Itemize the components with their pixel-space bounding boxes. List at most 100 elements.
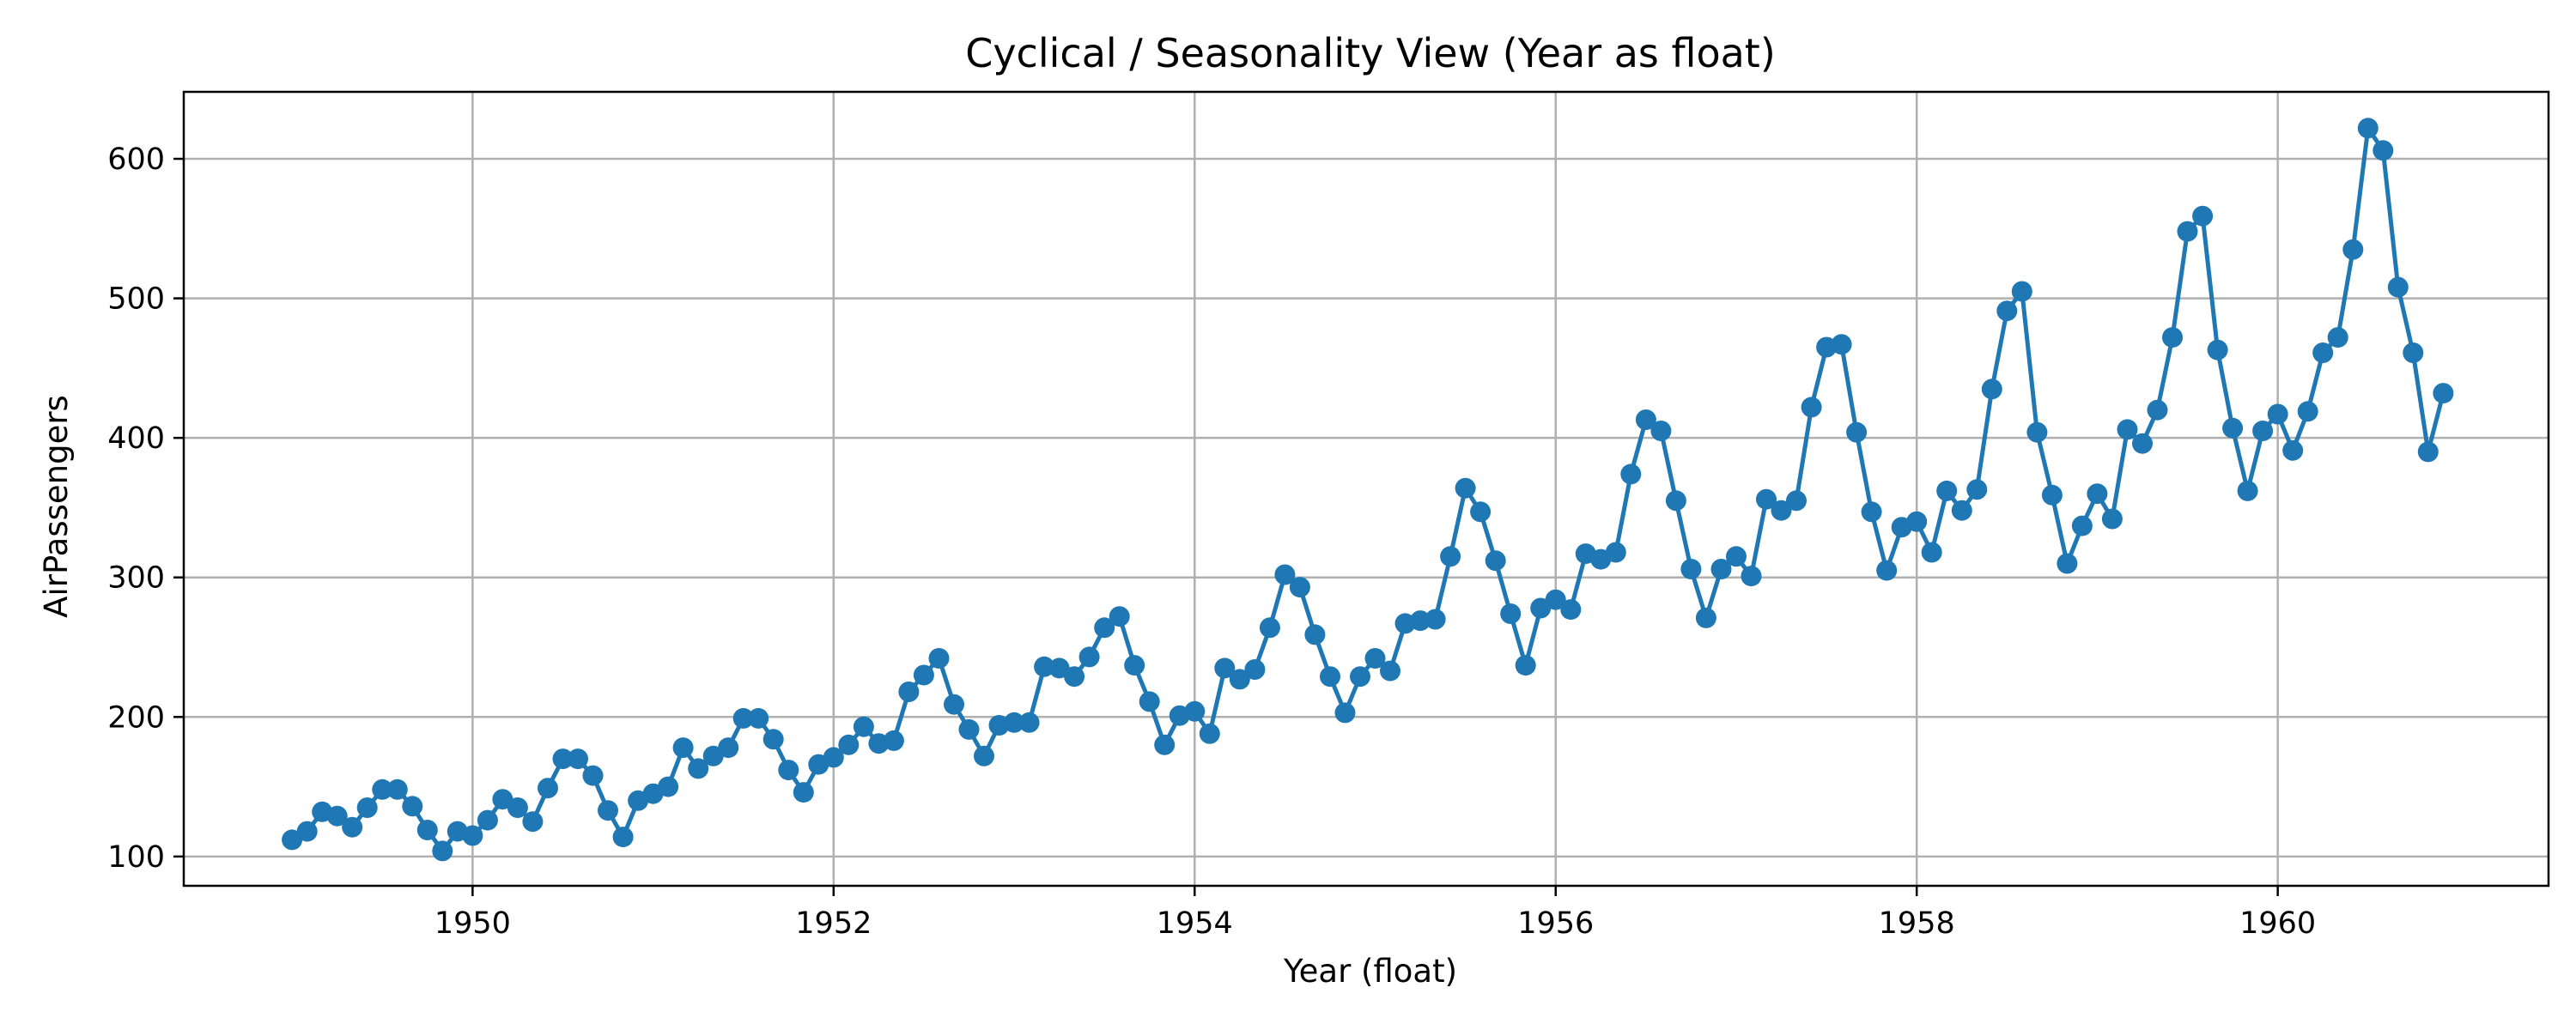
- data-point: [1605, 542, 1626, 563]
- data-point: [1786, 490, 1807, 512]
- y-tick-label: 400: [107, 421, 165, 456]
- y-tick-label: 100: [107, 840, 165, 875]
- data-point: [2282, 439, 2304, 461]
- data-point: [1846, 421, 1868, 443]
- data-point: [1154, 734, 1176, 755]
- x-axis-label: Year (float): [1283, 953, 1457, 990]
- data-point: [1034, 656, 1055, 677]
- data-point: [2252, 421, 2274, 441]
- data-point: [1380, 660, 1400, 682]
- data-point: [432, 840, 453, 862]
- data-point: [612, 827, 634, 848]
- x-tick-label: 1956: [1517, 906, 1594, 941]
- data-point: [2117, 419, 2138, 440]
- data-point: [2011, 281, 2032, 302]
- data-point: [1680, 559, 1702, 579]
- data-point: [2267, 403, 2288, 425]
- data-point: [1214, 657, 1236, 679]
- data-point: [582, 765, 604, 786]
- data-point: [1199, 723, 1220, 744]
- data-point: [1364, 648, 1386, 669]
- data-point: [386, 779, 408, 800]
- data-point: [1650, 421, 1672, 441]
- data-point: [958, 718, 980, 740]
- data-point: [326, 805, 348, 827]
- data-point: [2312, 342, 2334, 363]
- data-point: [552, 748, 574, 770]
- data-point: [1620, 464, 1642, 485]
- data-point: [2403, 342, 2424, 363]
- y-axis-label: AirPassengers: [38, 395, 75, 618]
- data-point: [507, 797, 528, 818]
- data-point: [2297, 401, 2318, 422]
- data-point: [1124, 655, 1145, 676]
- data-point: [793, 782, 814, 803]
- data-point: [1094, 617, 1115, 639]
- data-point: [1936, 480, 1958, 501]
- data-point: [898, 682, 920, 702]
- data-point: [823, 747, 844, 768]
- data-point: [974, 745, 994, 766]
- data-point: [372, 779, 393, 800]
- y-tick-label: 300: [107, 561, 165, 596]
- data-point: [1635, 409, 1656, 430]
- data-point: [2372, 140, 2394, 161]
- data-point: [1831, 334, 1852, 355]
- data-point: [2026, 421, 2048, 443]
- data-point: [1545, 589, 1566, 610]
- data-point: [1906, 511, 1928, 532]
- data-point: [2177, 221, 2198, 242]
- data-points: [282, 118, 2454, 862]
- data-point: [522, 811, 544, 833]
- data-point: [1500, 603, 1522, 624]
- data-point: [282, 829, 303, 851]
- data-point: [2357, 118, 2379, 139]
- y-tick-label: 200: [107, 700, 165, 735]
- data-point: [2162, 327, 2183, 348]
- data-point: [748, 707, 769, 729]
- data-point: [838, 734, 860, 755]
- data-point: [2057, 553, 2078, 574]
- data-point: [2417, 441, 2439, 463]
- chart-title: Cyclical / Seasonality View (Year as flo…: [965, 30, 1776, 76]
- data-point: [477, 809, 498, 831]
- data-point: [1274, 564, 1296, 585]
- data-point: [1515, 655, 1536, 676]
- data-point: [1876, 560, 1898, 581]
- data-point: [1139, 691, 1160, 712]
- data-point: [2132, 433, 2153, 454]
- data-point: [1996, 300, 2018, 322]
- data-point: [762, 729, 784, 750]
- data-point: [853, 716, 874, 737]
- data-point: [538, 778, 558, 799]
- data-point: [342, 816, 363, 838]
- data-point: [1665, 490, 1686, 512]
- data-point: [1726, 546, 1747, 567]
- x-tick-label: 1950: [434, 906, 511, 941]
- data-point: [1350, 666, 1370, 688]
- data-point: [1771, 500, 1792, 521]
- x-tick-label: 1960: [2239, 906, 2316, 941]
- data-point: [2222, 417, 2244, 439]
- data-point: [2207, 339, 2228, 360]
- data-point: [492, 789, 513, 810]
- grid-lines: [184, 92, 2549, 886]
- data-point: [2387, 276, 2409, 298]
- data-point: [1425, 609, 1446, 630]
- data-point: [1801, 397, 1822, 418]
- data-point: [1951, 500, 1972, 521]
- data-point: [598, 800, 618, 821]
- axis-ticks: 1950 1952 1954 1956 1958 1960 100 200 300 400 500 6…: [107, 142, 2316, 941]
- data-point: [1470, 501, 1492, 523]
- data-point: [1861, 501, 1882, 523]
- data-point: [1304, 624, 1326, 645]
- data-point: [1064, 666, 1085, 688]
- data-point: [356, 797, 378, 818]
- data-point: [1109, 606, 1130, 627]
- data-point: [1455, 477, 1476, 499]
- data-point: [1921, 542, 1942, 563]
- data-point: [672, 737, 694, 759]
- data-point: [2342, 239, 2364, 260]
- data-point: [658, 776, 679, 797]
